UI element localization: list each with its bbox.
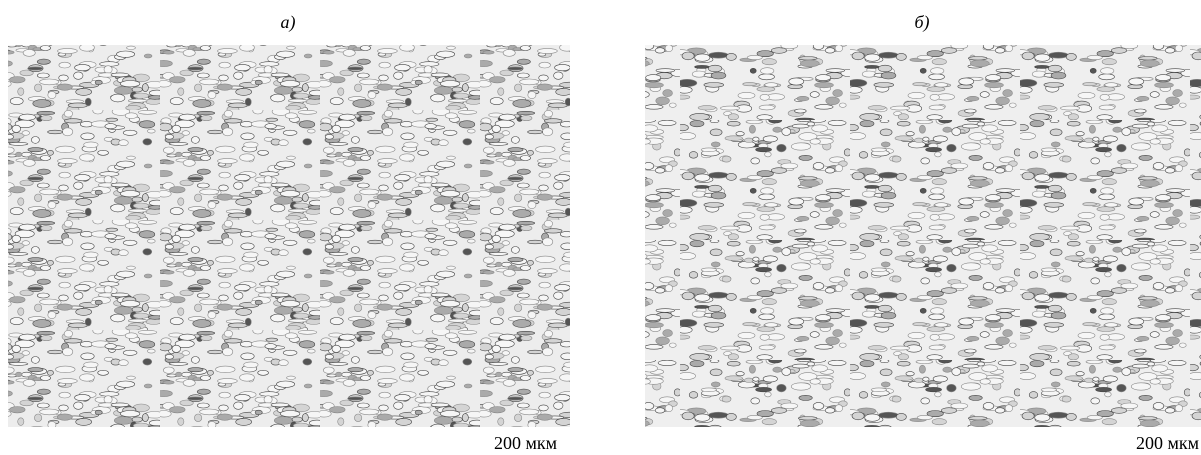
scale-bar-label: 200 мкм <box>494 433 557 453</box>
scale-bar-label: 200 мкм <box>1136 433 1199 453</box>
micrograph <box>8 45 570 427</box>
micrograph <box>645 45 1201 427</box>
panel-label: б) <box>914 12 929 33</box>
panel-label: а) <box>281 12 296 33</box>
